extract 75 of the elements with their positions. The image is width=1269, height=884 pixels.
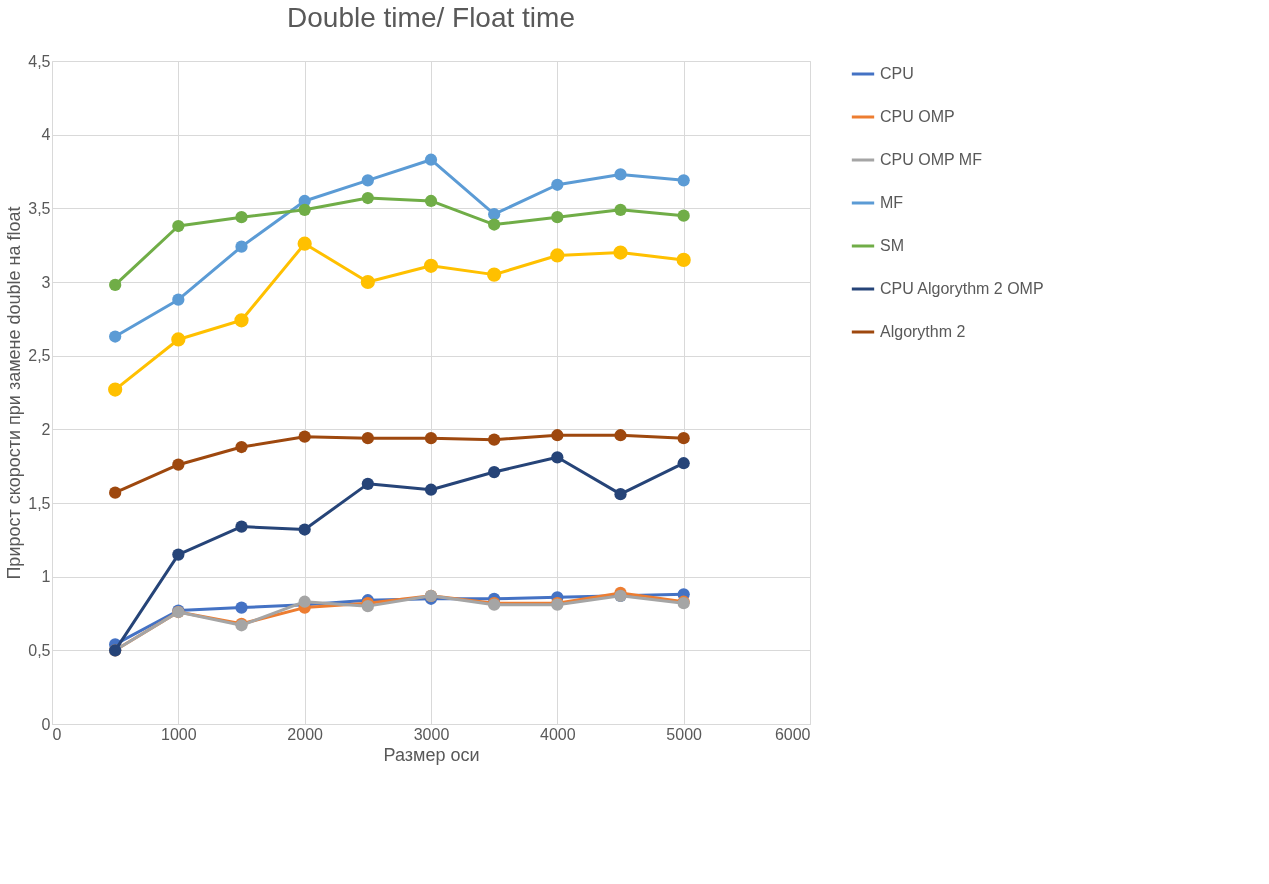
point bbox=[235, 211, 248, 224]
point bbox=[298, 203, 311, 216]
point bbox=[172, 458, 185, 471]
point bbox=[109, 278, 122, 292]
y-tick-label: 4,5 bbox=[28, 52, 51, 70]
point bbox=[550, 248, 565, 263]
point bbox=[551, 178, 564, 191]
point bbox=[677, 209, 690, 222]
legend-label: CPU OMP bbox=[880, 108, 955, 125]
point bbox=[235, 601, 248, 614]
point bbox=[614, 168, 627, 181]
y-tick-label: 0,5 bbox=[28, 641, 51, 659]
legend-label: CPU OMP MF bbox=[880, 151, 983, 168]
point bbox=[361, 432, 374, 445]
y-tick-label: 3,5 bbox=[28, 199, 51, 217]
chart-title: Double time/ Float time bbox=[287, 2, 575, 33]
y-tick-label: 2 bbox=[41, 420, 51, 438]
point bbox=[298, 430, 311, 443]
point bbox=[677, 432, 690, 445]
legend-label: MF bbox=[880, 194, 904, 211]
point bbox=[614, 488, 627, 501]
x-tick-label: 6000 bbox=[774, 725, 811, 743]
point bbox=[109, 330, 122, 343]
x-tick-label: 4000 bbox=[540, 725, 576, 743]
y-tick-label: 2,5 bbox=[28, 347, 51, 365]
point bbox=[487, 267, 502, 282]
point bbox=[614, 203, 627, 216]
point bbox=[424, 194, 438, 208]
y-tick-label: 1,5 bbox=[28, 494, 51, 512]
point bbox=[488, 465, 501, 479]
point bbox=[614, 429, 627, 442]
y-tick-label: 4 bbox=[41, 126, 51, 144]
x-tick-label: 3000 bbox=[413, 725, 450, 743]
y-axis-title: Прирост скорости при замене double на float bbox=[4, 206, 25, 580]
point bbox=[234, 313, 249, 328]
point bbox=[235, 240, 248, 253]
x-axis-title: Размер оси bbox=[383, 744, 480, 765]
legend-label: CPU bbox=[880, 65, 914, 82]
point bbox=[488, 208, 501, 221]
point bbox=[297, 236, 312, 251]
point bbox=[551, 211, 564, 224]
y-tick-label: 3 bbox=[41, 273, 51, 291]
point bbox=[109, 486, 122, 499]
x-tick-label: 2000 bbox=[287, 725, 324, 743]
y-tick-label: 1 bbox=[41, 568, 51, 586]
point bbox=[361, 477, 374, 490]
point bbox=[424, 483, 438, 496]
point bbox=[488, 218, 501, 231]
point bbox=[360, 274, 375, 290]
point bbox=[424, 432, 438, 445]
x-tick-label: 0 bbox=[52, 725, 62, 743]
point bbox=[172, 293, 185, 306]
point bbox=[172, 548, 185, 561]
point bbox=[171, 332, 186, 347]
point bbox=[677, 174, 690, 187]
legend-label: CPU Algorythm 2 OMP bbox=[880, 280, 1044, 297]
point bbox=[613, 245, 628, 260]
x-tick-label: 5000 bbox=[666, 725, 703, 743]
point bbox=[676, 252, 691, 268]
point bbox=[488, 433, 501, 446]
point bbox=[551, 429, 564, 442]
point bbox=[172, 219, 185, 233]
point bbox=[677, 457, 690, 470]
legend-label: SM bbox=[880, 237, 904, 254]
point bbox=[361, 191, 374, 205]
point bbox=[235, 520, 248, 533]
point bbox=[424, 153, 438, 166]
point bbox=[298, 523, 311, 536]
point bbox=[551, 451, 564, 464]
point bbox=[235, 440, 248, 454]
x-tick-label: 1000 bbox=[161, 725, 197, 743]
point bbox=[423, 258, 439, 273]
point bbox=[108, 382, 123, 397]
point bbox=[361, 174, 374, 187]
legend-label: Algorythm 2 bbox=[880, 323, 966, 340]
